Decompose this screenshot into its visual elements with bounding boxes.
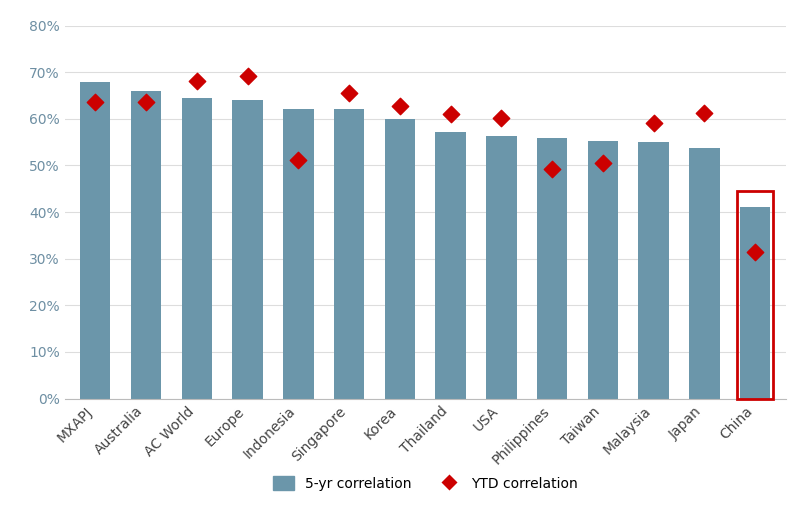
Bar xyxy=(80,81,110,399)
Bar xyxy=(737,191,773,399)
Bar xyxy=(284,108,313,399)
Point xyxy=(495,114,508,122)
Bar xyxy=(588,141,618,399)
Point xyxy=(190,77,203,85)
Point xyxy=(89,99,102,107)
Point xyxy=(546,165,559,173)
Bar xyxy=(689,148,720,399)
Bar xyxy=(385,119,415,399)
Bar xyxy=(740,207,770,399)
Bar xyxy=(436,132,466,399)
Point xyxy=(241,72,254,80)
Point xyxy=(343,89,356,97)
Point xyxy=(698,109,711,118)
Bar xyxy=(130,91,161,399)
Bar xyxy=(181,98,212,399)
Bar xyxy=(232,100,262,399)
Point xyxy=(394,102,407,110)
Bar xyxy=(486,135,517,399)
Bar xyxy=(537,138,567,399)
Point xyxy=(139,99,152,107)
Point xyxy=(292,156,305,165)
Bar xyxy=(334,108,364,399)
Point xyxy=(748,248,761,256)
Legend: 5-yr correlation, YTD correlation: 5-yr correlation, YTD correlation xyxy=(267,470,583,496)
Point xyxy=(444,110,457,118)
Point xyxy=(596,158,609,167)
Bar xyxy=(638,142,669,399)
Point xyxy=(647,119,660,127)
